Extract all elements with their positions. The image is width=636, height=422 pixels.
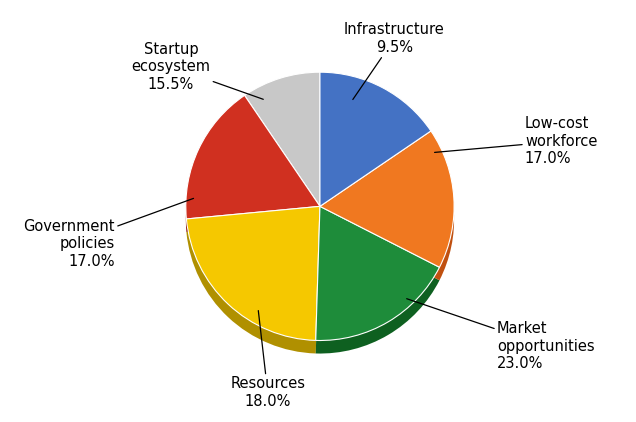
Wedge shape xyxy=(245,72,320,206)
Wedge shape xyxy=(186,219,320,354)
Wedge shape xyxy=(320,144,454,280)
Text: Market
opportunities
23.0%: Market opportunities 23.0% xyxy=(406,299,595,371)
Wedge shape xyxy=(186,95,320,219)
Wedge shape xyxy=(186,108,320,232)
Wedge shape xyxy=(320,85,431,219)
Text: Resources
18.0%: Resources 18.0% xyxy=(230,311,305,409)
Wedge shape xyxy=(186,206,320,341)
Text: Startup
ecosystem
15.5%: Startup ecosystem 15.5% xyxy=(132,42,263,99)
Text: Infrastructure
9.5%: Infrastructure 9.5% xyxy=(344,22,445,100)
Wedge shape xyxy=(320,131,454,267)
Text: Government
policies
17.0%: Government policies 17.0% xyxy=(24,198,193,268)
Wedge shape xyxy=(320,72,431,206)
Wedge shape xyxy=(315,206,439,341)
Wedge shape xyxy=(315,219,439,354)
Text: Low-cost
workforce
17.0%: Low-cost workforce 17.0% xyxy=(434,116,597,166)
Wedge shape xyxy=(245,85,320,219)
